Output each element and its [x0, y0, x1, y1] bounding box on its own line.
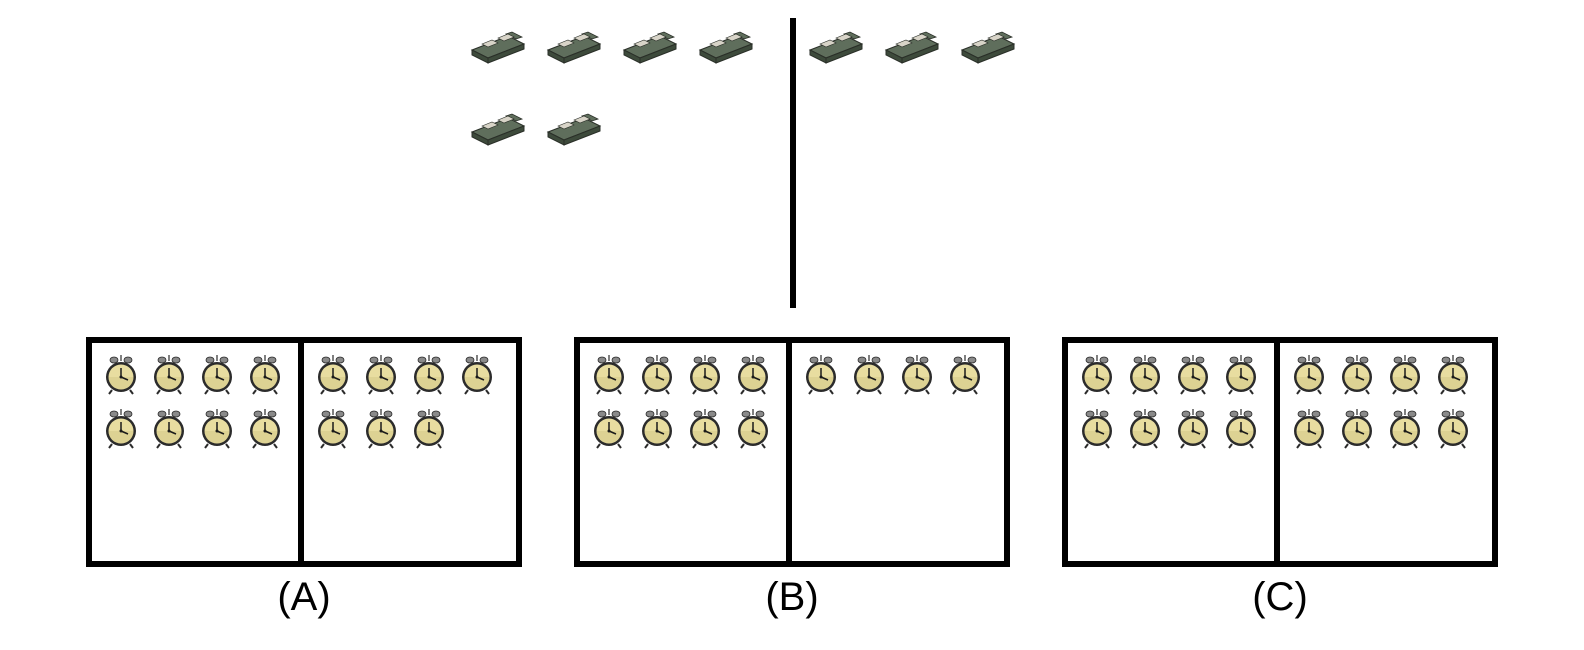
- clock-icon: [946, 353, 984, 395]
- clock-icon: [102, 407, 140, 449]
- option-boxes: [86, 337, 522, 567]
- option-box: [92, 343, 304, 561]
- top-section: [0, 20, 1584, 310]
- couch-icon: [620, 30, 678, 64]
- clock-icon: [734, 353, 772, 395]
- clock-icon: [246, 407, 284, 449]
- clock-icon: [1078, 407, 1116, 449]
- couch-icon: [468, 112, 526, 146]
- option-box: [1280, 343, 1492, 561]
- clock-icon: [410, 407, 448, 449]
- option-boxes: [574, 337, 1010, 567]
- option-label: (B): [765, 575, 818, 620]
- clock-icon: [1174, 407, 1212, 449]
- option-label: (A): [277, 575, 330, 620]
- couch-icon: [806, 30, 864, 64]
- option-A: (A): [86, 337, 522, 620]
- clock-icon: [638, 407, 676, 449]
- clock-icon: [314, 407, 352, 449]
- couch-icon: [696, 30, 754, 64]
- clock-icon: [1338, 407, 1376, 449]
- clock-icon: [362, 353, 400, 395]
- clock-icon: [1222, 407, 1260, 449]
- options-row: (A): [0, 337, 1584, 620]
- clock-icon: [198, 353, 236, 395]
- couch-icon: [544, 112, 602, 146]
- clock-icon: [590, 353, 628, 395]
- clock-icon: [898, 353, 936, 395]
- vertical-divider: [790, 18, 796, 308]
- clock-icon: [686, 407, 724, 449]
- option-box: [792, 343, 1004, 561]
- clock-icon: [1434, 353, 1472, 395]
- couch-icon: [544, 30, 602, 64]
- clock-icon: [802, 353, 840, 395]
- top-right-group: [806, 30, 1034, 88]
- couch-icon: [958, 30, 1016, 64]
- clock-icon: [458, 353, 496, 395]
- clock-icon: [1434, 407, 1472, 449]
- option-box: [580, 343, 792, 561]
- clock-icon: [590, 407, 628, 449]
- clock-icon: [1222, 353, 1260, 395]
- option-label: (C): [1252, 575, 1308, 620]
- clock-icon: [734, 407, 772, 449]
- clock-icon: [1126, 353, 1164, 395]
- clock-icon: [686, 353, 724, 395]
- option-boxes: [1062, 337, 1498, 567]
- clock-icon: [150, 407, 188, 449]
- clock-icon: [198, 407, 236, 449]
- couch-icon: [882, 30, 940, 64]
- clock-icon: [1174, 353, 1212, 395]
- option-C: (C): [1062, 337, 1498, 620]
- clock-icon: [1338, 353, 1376, 395]
- clock-icon: [246, 353, 284, 395]
- clock-icon: [850, 353, 888, 395]
- option-B: (B): [574, 337, 1010, 620]
- clock-icon: [1386, 407, 1424, 449]
- clock-icon: [150, 353, 188, 395]
- clock-icon: [1290, 407, 1328, 449]
- clock-icon: [1386, 353, 1424, 395]
- option-box: [304, 343, 516, 561]
- clock-icon: [638, 353, 676, 395]
- clock-icon: [1078, 353, 1116, 395]
- clock-icon: [1290, 353, 1328, 395]
- clock-icon: [314, 353, 352, 395]
- clock-icon: [362, 407, 400, 449]
- option-box: [1068, 343, 1280, 561]
- clock-icon: [1126, 407, 1164, 449]
- top-left-group: [468, 30, 772, 170]
- couch-icon: [468, 30, 526, 64]
- clock-icon: [102, 353, 140, 395]
- clock-icon: [410, 353, 448, 395]
